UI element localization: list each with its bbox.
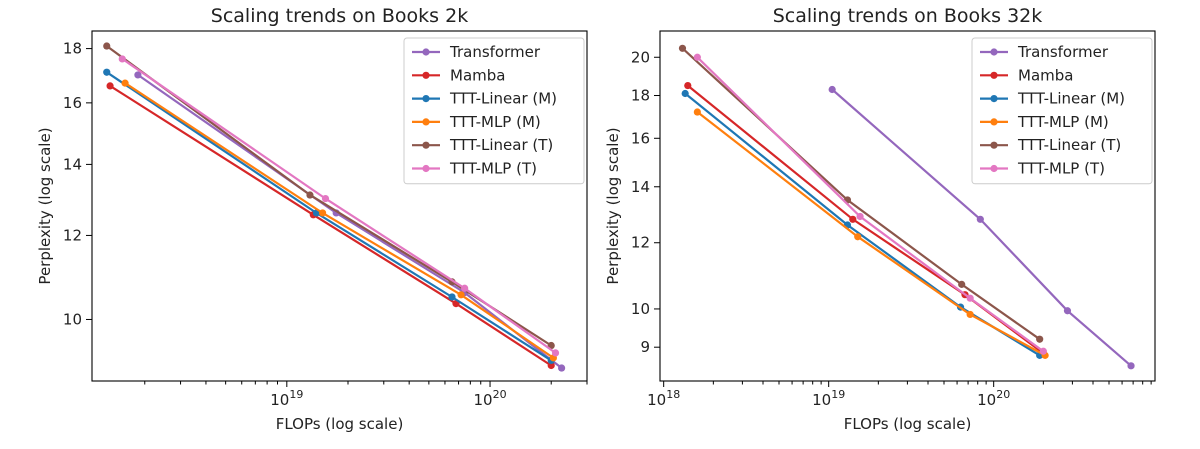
series-line-ttt-linear-m [106,71,552,362]
legend-label: TTT-MLP (T) [1017,160,1105,178]
legend [971,37,1153,185]
y-tick-label: 10 [63,310,82,328]
data-point-transformer [976,215,984,223]
series-line-ttt-mlp-m [124,82,555,359]
series-line-ttt-mlp-m [696,111,1046,357]
legend-swatch-marker [990,48,998,56]
chart-books-2k: Scaling trends on Books 2k FLOPs (log sca… [36,5,588,433]
legend-label: TTT-Linear (T) [449,136,553,154]
data-point-ttt-mlp-m [318,209,327,217]
legend-label: TTT-MLP (M) [1017,113,1109,131]
y-tick-label: 14 [63,155,82,173]
legend-swatch-marker [422,118,430,126]
legend-label: Mamba [1018,66,1073,84]
data-point-ttt-mlp-t [966,294,974,302]
data-point-ttt-mlp-m [693,108,701,116]
legend-swatch-marker [422,48,430,56]
chart-title: Scaling trends on Books 32k [773,5,1043,27]
legend-swatch-marker [422,164,430,173]
legend-label: TTT-Linear (T) [1017,136,1121,154]
data-point-mamba [547,361,555,370]
y-tick-label: 16 [631,129,650,147]
legend-swatch-marker [990,164,998,173]
legend [403,37,585,185]
chart-title: Scaling trends on Books 2k [211,5,468,27]
data-point-ttt-mlp-t [118,55,126,63]
data-point-ttt-mlp-t [551,349,560,357]
y-tick-label: 9 [640,338,650,356]
y-axis-label: Perplexity (log scale) [604,127,622,284]
x-tick-label: 1019 [270,388,303,409]
y-tick-label: 20 [631,48,650,66]
data-point-ttt-linear-t [306,191,314,199]
y-tick-label: 18 [63,40,82,58]
legend-label: TTT-Linear (M) [1017,90,1125,108]
legend-swatch-marker [422,95,430,103]
data-point-transformer [1127,362,1135,370]
data-point-transformer [828,85,836,94]
data-point-ttt-linear-m [681,89,689,98]
legend-label: TTT-Linear (M) [449,90,557,108]
data-point-ttt-linear-m [103,68,111,76]
data-point-ttt-mlp-t [856,212,864,221]
data-point-transformer [558,364,566,372]
data-point-transformer [1063,307,1072,315]
plot-area [91,30,588,382]
data-point-ttt-linear-t [1036,335,1044,343]
data-point-ttt-linear-m [448,293,456,301]
series-line-ttt-mlp-t [121,57,557,354]
y-axis-label: Perplexity (log scale) [36,127,54,284]
data-point-ttt-linear-t [958,280,966,288]
data-point-ttt-mlp-m [854,233,862,241]
data-point-mamba [849,215,857,223]
x-tick-label: 1018 [647,388,680,409]
x-tick-label: 1020 [977,388,1010,409]
data-point-ttt-mlp-m [457,291,465,299]
x-tick-label: 1020 [473,388,506,409]
series-line-transformer [831,88,1132,367]
legend-swatch-marker [422,71,430,79]
y-tick-label: 12 [63,226,82,244]
data-point-ttt-mlp-t [321,194,330,203]
y-tick-label: 14 [631,178,650,196]
data-point-ttt-mlp-t [1039,347,1047,355]
y-tick-label: 10 [631,300,650,318]
data-point-ttt-linear-t [678,44,687,52]
legend-label: Transformer [1017,43,1109,61]
y-tick-label: 12 [631,234,650,252]
legend-label: TTT-MLP (T) [449,160,537,178]
data-point-mamba [684,81,692,90]
chart-books-32k: Scaling trends on Books 32k FLOPs (log sc… [604,5,1156,433]
y-tick-label: 16 [63,94,82,112]
x-tick-label: 1019 [812,388,845,409]
series-line-mamba [109,84,552,367]
legend-label: TTT-MLP (M) [449,113,541,131]
legend-swatch-marker [990,71,998,79]
y-tick-label: 18 [631,87,650,105]
series-line-ttt-mlp-t [696,56,1044,353]
data-point-ttt-mlp-m [121,79,129,87]
legend-label: Mamba [450,66,505,84]
legend-swatch-marker [990,141,998,149]
data-point-ttt-mlp-t [461,284,469,292]
legend-swatch-marker [422,141,430,149]
data-point-transformer [134,71,142,79]
legend-label: Transformer [449,43,541,61]
data-point-ttt-linear-t [103,42,111,50]
data-point-mamba [106,82,114,90]
plot-area [659,30,1156,382]
x-axis-label: FLOPs (log scale) [844,415,972,433]
data-point-ttt-mlp-t [693,53,701,61]
data-point-ttt-mlp-m [966,310,974,319]
legend-swatch-marker [990,118,998,126]
x-axis-label: FLOPs (log scale) [276,415,404,433]
legend-swatch-marker [990,95,998,103]
